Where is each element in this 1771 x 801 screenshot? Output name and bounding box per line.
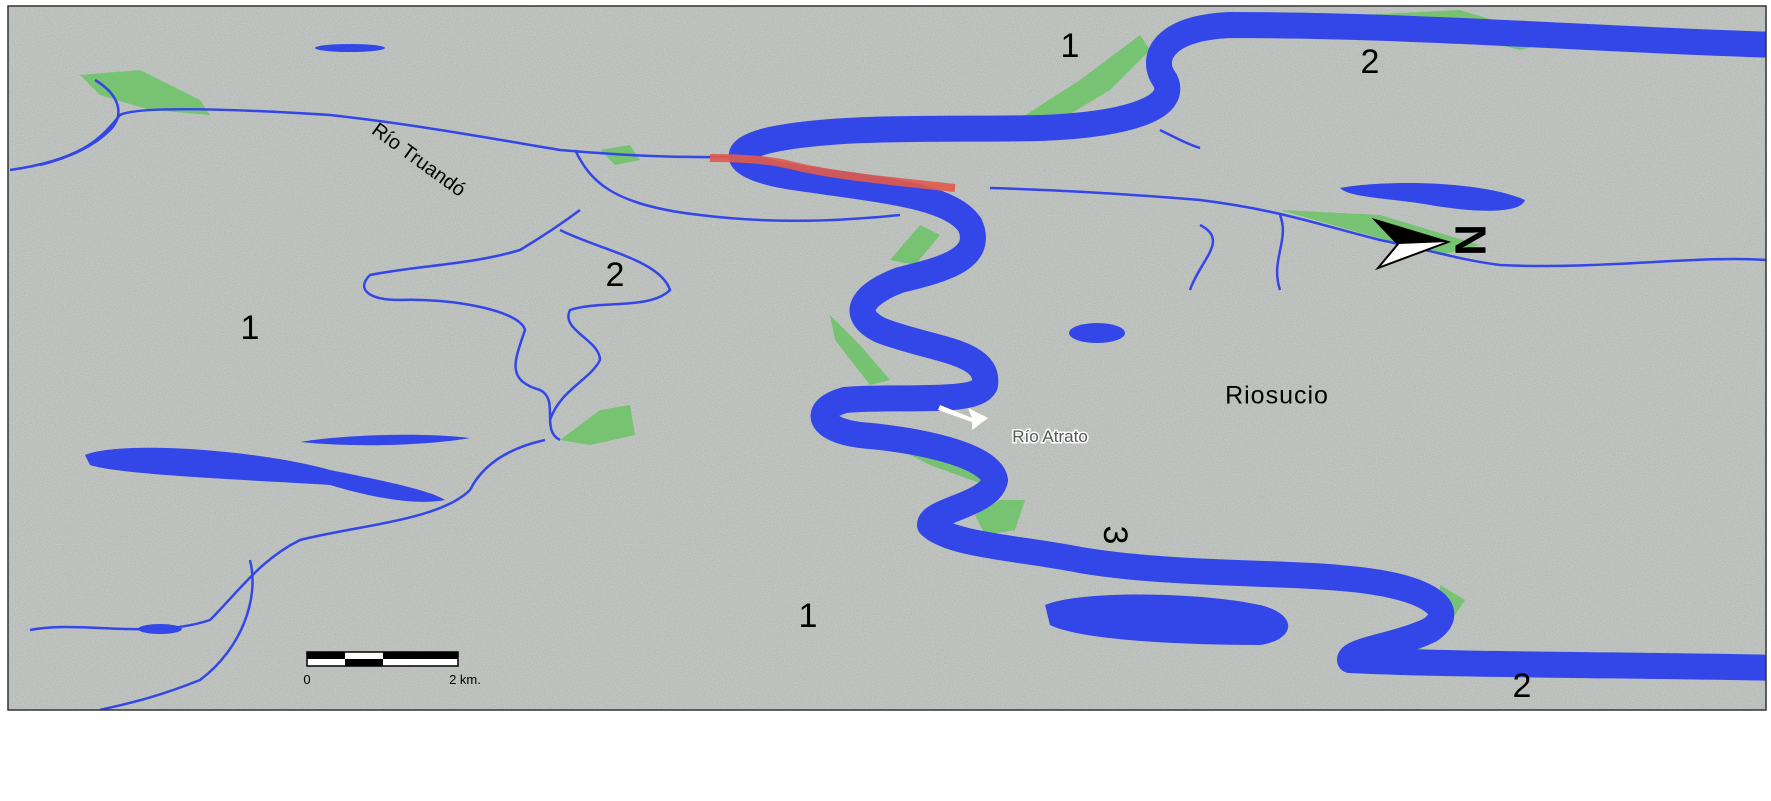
north-label: N bbox=[1447, 224, 1496, 256]
town-label: Riosucio bbox=[1225, 382, 1329, 410]
unit-label: 2 bbox=[1361, 43, 1380, 81]
unit-label: 2 bbox=[1513, 667, 1532, 705]
unit-label: 2 bbox=[606, 256, 625, 294]
unit-label: 1 bbox=[241, 309, 260, 347]
river-label: Río Atrato bbox=[1012, 427, 1088, 446]
map: Río Truandó Río Atrato Riosucio 1 2 1 2 … bbox=[0, 0, 1771, 801]
map-body: Río Truandó Río Atrato Riosucio 1 2 1 2 … bbox=[8, 6, 1771, 710]
scale-label: 0 bbox=[303, 672, 310, 687]
scale-label: 2 km. bbox=[449, 672, 481, 687]
unit-label: 1 bbox=[1061, 27, 1080, 65]
unit-label: 3 bbox=[1096, 526, 1134, 545]
unit-label: 1 bbox=[799, 597, 818, 635]
